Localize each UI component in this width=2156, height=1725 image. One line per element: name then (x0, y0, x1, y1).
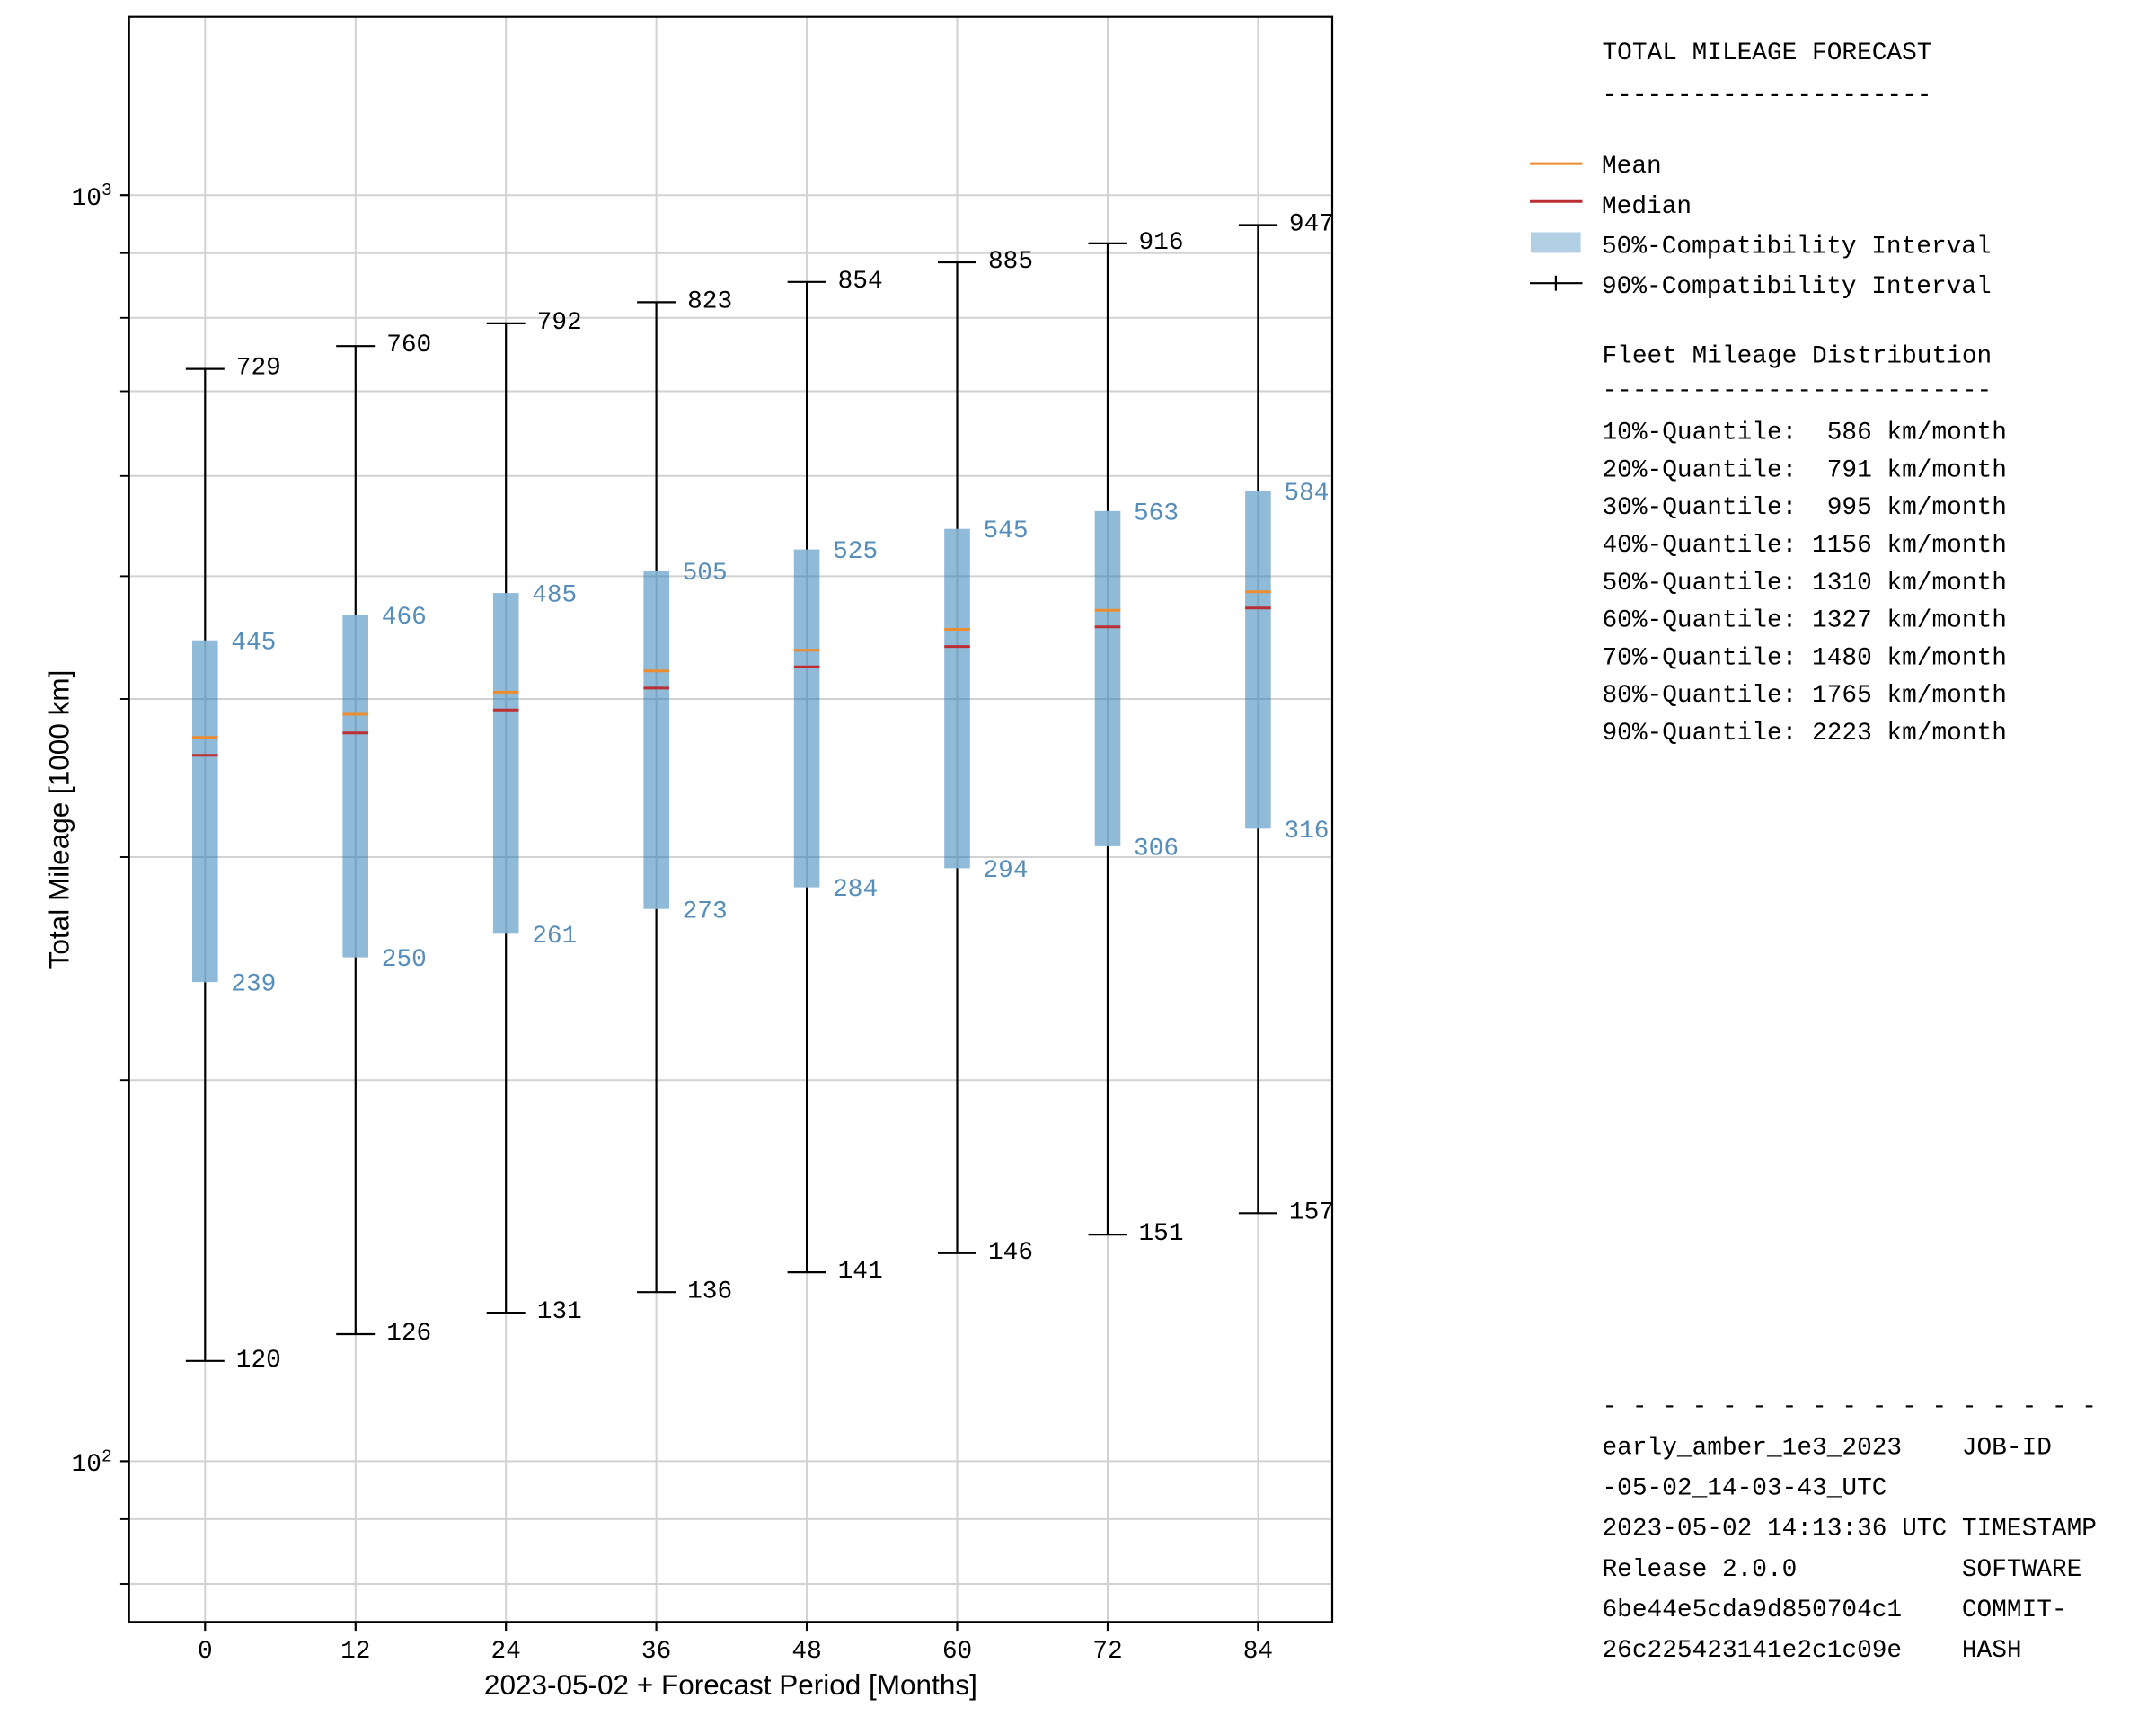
svg-text:760: 760 (386, 332, 431, 359)
svg-text:90%-Compatibility Interval: 90%-Compatibility Interval (1602, 273, 1992, 301)
svg-text:306: 306 (1134, 836, 1179, 863)
svg-text:40%-Quantile: 1156 km/month: 40%-Quantile: 1156 km/month (1603, 532, 2007, 560)
svg-text:50%-Compatibility Interval: 50%-Compatibility Interval (1602, 233, 1992, 261)
svg-text:947: 947 (1289, 211, 1334, 239)
svg-text:60%-Quantile: 1327 km/month: 60%-Quantile: 1327 km/month (1603, 607, 2007, 635)
svg-text:141: 141 (838, 1258, 883, 1286)
svg-text:316: 316 (1284, 818, 1329, 845)
svg-text:80%-Quantile: 1765 km/month: 80%-Quantile: 1765 km/month (1603, 682, 2007, 710)
svg-text:131: 131 (537, 1298, 582, 1326)
svg-text:261: 261 (532, 923, 577, 951)
svg-text:Release 2.0.0 SOFTWA: Release 2.0.0 SOFTWARE (1603, 1556, 2082, 1584)
svg-text:126: 126 (386, 1320, 431, 1348)
svg-text:2023-05-02 + Forecast Period [: 2023-05-02 + Forecast Period [Months] (484, 1668, 977, 1701)
svg-text:916: 916 (1139, 229, 1184, 257)
svg-text:84: 84 (1243, 1638, 1273, 1666)
svg-text:Median: Median (1602, 193, 1692, 221)
svg-text:Fleet Mileage Distribution: Fleet Mileage Distribution (1603, 342, 1993, 370)
svg-text:6be44e5cda9d850704c1 COMMIT: 6be44e5cda9d850704c1 COMMIT- (1603, 1597, 2067, 1624)
svg-text:239: 239 (231, 971, 276, 999)
svg-text:----------------------: ---------------------- (1603, 83, 1932, 111)
svg-text:36: 36 (641, 1638, 671, 1666)
svg-text:20%-Quantile: 791 km/month: 20%-Quantile: 791 km/month (1603, 456, 2007, 484)
svg-text:72: 72 (1092, 1638, 1122, 1666)
svg-text:Mean: Mean (1602, 153, 1662, 181)
svg-text:273: 273 (683, 898, 728, 925)
svg-text:12: 12 (340, 1638, 370, 1666)
svg-text:505: 505 (683, 560, 728, 588)
svg-text:2: 2 (102, 1446, 112, 1466)
svg-text:563: 563 (1134, 500, 1179, 527)
svg-text:70%-Quantile: 1480 km/month: 70%-Quantile: 1480 km/month (1603, 644, 2007, 672)
svg-text:10: 10 (72, 185, 102, 213)
svg-text:48: 48 (791, 1638, 821, 1666)
svg-text:26c225423141e2c1c09e HASH: 26c225423141e2c1c09e HASH (1603, 1637, 2022, 1665)
svg-text:250: 250 (382, 946, 427, 974)
svg-text:120: 120 (236, 1347, 281, 1375)
svg-text:792: 792 (537, 309, 582, 337)
svg-text:24: 24 (491, 1638, 521, 1666)
svg-text:60: 60 (942, 1638, 972, 1666)
svg-text:157: 157 (1289, 1199, 1334, 1226)
svg-text:--------------------------: -------------------------- (1603, 377, 1993, 405)
svg-text:584: 584 (1284, 480, 1329, 508)
svg-text:10%-Quantile: 586 km/month: 10%-Quantile: 586 km/month (1603, 420, 2007, 447)
svg-text:525: 525 (833, 538, 878, 566)
svg-text:30%-Quantile: 995 km/month: 30%-Quantile: 995 km/month (1603, 494, 2007, 522)
svg-text:854: 854 (838, 268, 883, 296)
svg-text:- - - - - - - - - - - - - - -: - - - - - - - - - - - - - - - - - (1603, 1393, 2097, 1421)
svg-text:10: 10 (72, 1451, 102, 1479)
svg-text:151: 151 (1139, 1220, 1184, 1248)
svg-text:90%-Quantile: 2223 km/month: 90%-Quantile: 2223 km/month (1603, 720, 2007, 748)
svg-text:885: 885 (988, 248, 1033, 276)
svg-text:445: 445 (231, 629, 276, 657)
svg-text:729: 729 (236, 355, 281, 383)
svg-text:466: 466 (382, 604, 427, 632)
svg-text:2023-05-02 14:13:36 UTC TIMEST: 2023-05-02 14:13:36 UTC TIMESTAMP (1603, 1516, 2097, 1544)
svg-text:294: 294 (984, 857, 1029, 885)
svg-text:early_amber_1e3_2023 JOB-ID: early_amber_1e3_2023 JOB-ID (1603, 1435, 2052, 1463)
svg-text:0: 0 (198, 1638, 213, 1666)
svg-text:50%-Quantile: 1310 km/month: 50%-Quantile: 1310 km/month (1603, 570, 2007, 597)
svg-text:545: 545 (984, 518, 1029, 545)
svg-text:136: 136 (687, 1278, 732, 1305)
svg-text:-05-02_14-03-43_UTC: -05-02_14-03-43_UTC (1603, 1475, 1887, 1503)
svg-text:146: 146 (988, 1239, 1033, 1267)
svg-text:3: 3 (102, 181, 112, 200)
svg-text:485: 485 (532, 582, 577, 610)
svg-text:Total Mileage [1000 km]: Total Mileage [1000 km] (43, 670, 75, 969)
svg-text:TOTAL MILEAGE FORECAST: TOTAL MILEAGE FORECAST (1603, 40, 1932, 67)
svg-text:284: 284 (833, 876, 878, 904)
svg-text:823: 823 (687, 288, 732, 316)
